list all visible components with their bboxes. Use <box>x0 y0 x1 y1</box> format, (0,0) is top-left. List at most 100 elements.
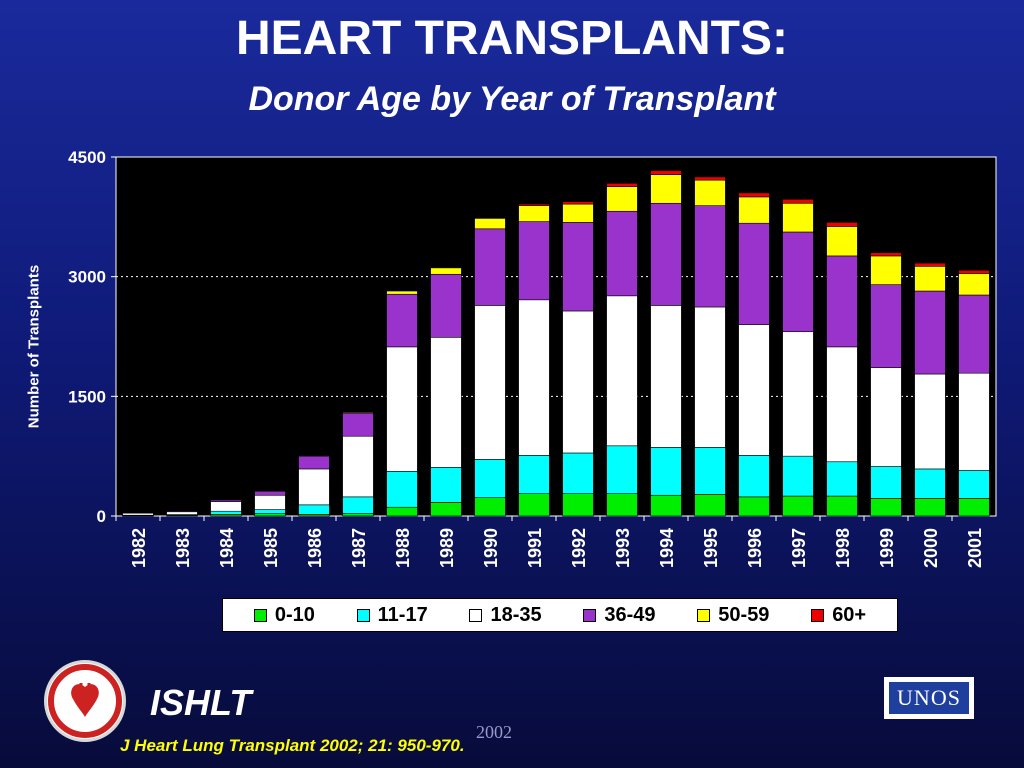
bar-segment-1988-18-35 <box>386 346 418 472</box>
legend-item-11-17: 11-17 <box>356 604 428 627</box>
unos-logo: UNOS <box>884 677 974 719</box>
bar-segment-1996-11-17 <box>738 455 770 498</box>
bar-segment-1993-0-10 <box>606 493 638 517</box>
bar-segment-1991-0-10 <box>518 493 550 517</box>
bar-segment-1992-50-59 <box>562 203 594 223</box>
x-tick-label: 1984 <box>217 528 237 568</box>
bar-segment-1987-50-59 <box>342 411 374 414</box>
bar-segment-1986-18-35 <box>298 468 330 506</box>
ishlt-label: ISHLT <box>150 682 252 723</box>
bar-segment-1998-50-59 <box>826 226 858 257</box>
bar-segment-1992-11-17 <box>562 452 594 494</box>
bars <box>122 170 990 517</box>
x-tick-label: 1983 <box>173 528 193 568</box>
bar-segment-1999-36-49 <box>870 284 902 368</box>
legend-item-0-10: 0-10 <box>253 603 315 627</box>
bar-segment-1998-60plus <box>826 222 858 227</box>
citation: J Heart Lung Transplant 2002; 21: 950-97… <box>120 736 465 755</box>
bar-segment-1987-11-17 <box>342 496 374 514</box>
x-tick-label: 1985 <box>261 528 281 568</box>
bar-segment-1991-60plus <box>518 203 550 206</box>
bar-segment-1995-36-49 <box>694 205 726 308</box>
y-tick-label: 4500 <box>68 148 106 167</box>
bar-segment-1992-60plus <box>562 201 594 205</box>
bar-segment-1994-50-59 <box>650 174 682 204</box>
bar-segment-2000-50-59 <box>914 265 946 292</box>
bar-segment-1991-50-59 <box>518 205 550 222</box>
heart-lung-icon <box>48 664 122 738</box>
bar-segment-2001-11-17 <box>958 470 990 499</box>
bar-segment-1998-18-35 <box>826 346 858 463</box>
x-tick-label: 1987 <box>349 528 369 568</box>
y-axis-label: Number of Transplants <box>25 264 43 429</box>
bar-segment-1986-11-17 <box>298 504 330 515</box>
bar-segment-2000-18-35 <box>914 373 946 470</box>
bar-segment-2000-11-17 <box>914 468 946 499</box>
x-tick-label: 1990 <box>481 528 501 568</box>
bar-segment-1985-11-17 <box>254 509 286 514</box>
bar-segment-1988-11-17 <box>386 471 418 508</box>
bar-segment-2000-60plus <box>914 262 946 267</box>
bar-segment-1993-36-49 <box>606 210 638 297</box>
legend-label-0-10: 0-10 <box>274 603 315 626</box>
bar-segment-1993-18-35 <box>606 295 638 447</box>
bar-segment-1985-36-49 <box>254 490 286 496</box>
x-tick-label: 2000 <box>921 528 941 568</box>
bar-segment-1999-50-59 <box>870 255 902 285</box>
bar-segment-1994-36-49 <box>650 202 682 306</box>
bar-segment-1984-18-35 <box>210 501 242 512</box>
legend-item-50-59: 50-59 <box>697 604 769 627</box>
bar-segment-1998-11-17 <box>826 461 858 497</box>
slide-title: HEART TRANSPLANTS: <box>236 12 788 65</box>
legend-label-60-plus: 60+ <box>832 603 867 626</box>
legend-item-36-49: 36-49 <box>583 603 656 627</box>
x-tick-label: 1998 <box>833 528 853 568</box>
bar-segment-1998-0-10 <box>826 495 858 517</box>
bar-segment-1993-11-17 <box>606 445 638 494</box>
bar-segment-2001-60plus <box>958 269 990 274</box>
x-axis-ticks: 1982 1983 1984 1985 1986 1987 1988 1989 1990 1991… <box>115 516 985 568</box>
x-tick-label: 1994 <box>657 528 677 568</box>
legend-swatch-50-59 <box>697 608 711 622</box>
bar-segment-1994-18-35 <box>650 305 682 448</box>
legend-item-60-plus: 60+ <box>811 604 866 627</box>
unos-logo-text: UNOS <box>889 682 969 714</box>
bar-segment-1996-0-10 <box>738 496 770 517</box>
y-tick-label: 3000 <box>68 268 106 287</box>
y-tick-label: 0 <box>97 507 106 526</box>
bar-segment-1985-18-35 <box>254 494 286 510</box>
bar-segment-1994-0-10 <box>650 494 682 517</box>
bar-segment-1988-0-10 <box>386 506 418 517</box>
bar-segment-1996-50-59 <box>738 196 770 224</box>
x-tick-label: 1995 <box>701 528 721 568</box>
y-tick-label: 1500 <box>68 387 106 406</box>
bar-segment-1990-50-59 <box>474 218 506 230</box>
bar-segment-1995-0-10 <box>694 494 726 517</box>
bar-segment-2001-36-49 <box>958 294 990 374</box>
bar-segment-1987-36-49 <box>342 412 374 437</box>
bar-segment-1990-18-35 <box>474 305 506 460</box>
bar-segment-1996-18-35 <box>738 324 770 456</box>
legend-swatch-0-10 <box>253 608 267 622</box>
bar-segment-1997-0-10 <box>782 495 814 517</box>
x-tick-label: 1997 <box>789 528 809 568</box>
bar-segment-1990-11-17 <box>474 459 506 498</box>
y-axis-ticks: 0 1500 3000 4500 <box>68 148 116 526</box>
bar-segment-1987-0-10 <box>342 513 374 517</box>
bar-segment-1986-36-49 <box>298 455 330 470</box>
bar-segment-1997-18-35 <box>782 331 814 457</box>
legend-swatch-60-plus <box>811 608 825 622</box>
bar-segment-1988-36-49 <box>386 293 418 348</box>
bar-segment-1991-11-17 <box>518 455 550 494</box>
bar-segment-1991-18-35 <box>518 299 550 456</box>
bar-segment-1996-60plus <box>738 192 770 198</box>
plot-area <box>115 156 997 517</box>
bar-segment-1992-36-49 <box>562 222 594 312</box>
bar-segment-1989-36-49 <box>430 273 462 338</box>
bar-segment-1989-50-59 <box>430 267 462 275</box>
legend-label-50-59: 50-59 <box>718 603 770 626</box>
legend-label-36-49: 36-49 <box>604 603 656 626</box>
legend-swatch-11-17 <box>356 608 370 622</box>
bar-segment-1989-11-17 <box>430 467 462 503</box>
